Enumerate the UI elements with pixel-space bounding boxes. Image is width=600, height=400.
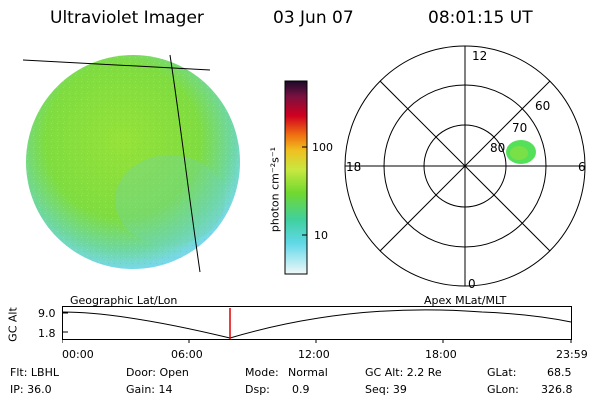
mode-value: Normal xyxy=(288,366,328,379)
filter-info: Flt: LBHL xyxy=(10,366,59,379)
glon-label: GLon: xyxy=(487,383,519,396)
glon-value: 326.8 xyxy=(541,383,573,396)
earth-image-panel xyxy=(22,54,240,273)
mlt-label-12: 12 xyxy=(472,49,487,63)
gain-info: Gain: 14 xyxy=(126,383,173,396)
altitude-xtick-2: 12:00 xyxy=(298,348,330,361)
time-label: 08:01:15 UT xyxy=(428,8,533,28)
lat-label-60: 60 xyxy=(535,99,550,113)
gc-alt-info: GC Alt: 2.2 Re xyxy=(365,366,442,379)
color-bar xyxy=(284,80,308,275)
glat-value: 68.5 xyxy=(547,366,572,379)
altitude-xtick-3: 18:00 xyxy=(425,348,457,361)
lat-label-80: 80 xyxy=(490,141,505,155)
altitude-ytick-low: 1.8 xyxy=(38,327,56,340)
mlt-label-18: 18 xyxy=(346,160,361,174)
mlt-label-0: 0 xyxy=(468,277,476,291)
instrument-title: Ultraviolet Imager xyxy=(50,8,204,28)
altitude-xtick-1: 06:00 xyxy=(171,348,203,361)
lat-label-70: 70 xyxy=(512,121,527,135)
seq-info: Seq: 39 xyxy=(365,383,407,396)
colorbar-label: photon cm⁻²s⁻¹ xyxy=(268,146,282,233)
longitude-line xyxy=(169,54,201,273)
apex-label: Apex MLat/MLT xyxy=(424,294,507,307)
altitude-curve xyxy=(62,309,572,339)
mlt-label-6: 6 xyxy=(578,160,586,174)
polar-plot: 12 0 18 6 80 70 60 xyxy=(344,45,586,291)
ip-info: IP: 36.0 xyxy=(10,383,52,396)
altitude-xtick-4: 23:59 xyxy=(556,348,588,361)
altitude-xtick-0: 00:00 xyxy=(62,348,94,361)
altitude-plot xyxy=(62,306,572,343)
colorbar-tick-100: 100 xyxy=(312,141,333,154)
glat-label: GLat: xyxy=(487,366,517,379)
altitude-ylabel: GC Alt xyxy=(6,307,20,342)
mode-label: Mode: xyxy=(245,366,279,379)
dsp-value: 0.9 xyxy=(292,383,310,396)
altitude-ytick-high: 9.0 xyxy=(38,307,56,320)
door-info: Door: Open xyxy=(126,366,189,379)
geographic-label: Geographic Lat/Lon xyxy=(70,294,178,307)
date-label: 03 Jun 07 xyxy=(273,8,354,28)
dsp-label: Dsp: xyxy=(245,383,270,396)
latitude-line xyxy=(22,59,211,71)
colorbar-tick-10: 10 xyxy=(314,229,328,242)
